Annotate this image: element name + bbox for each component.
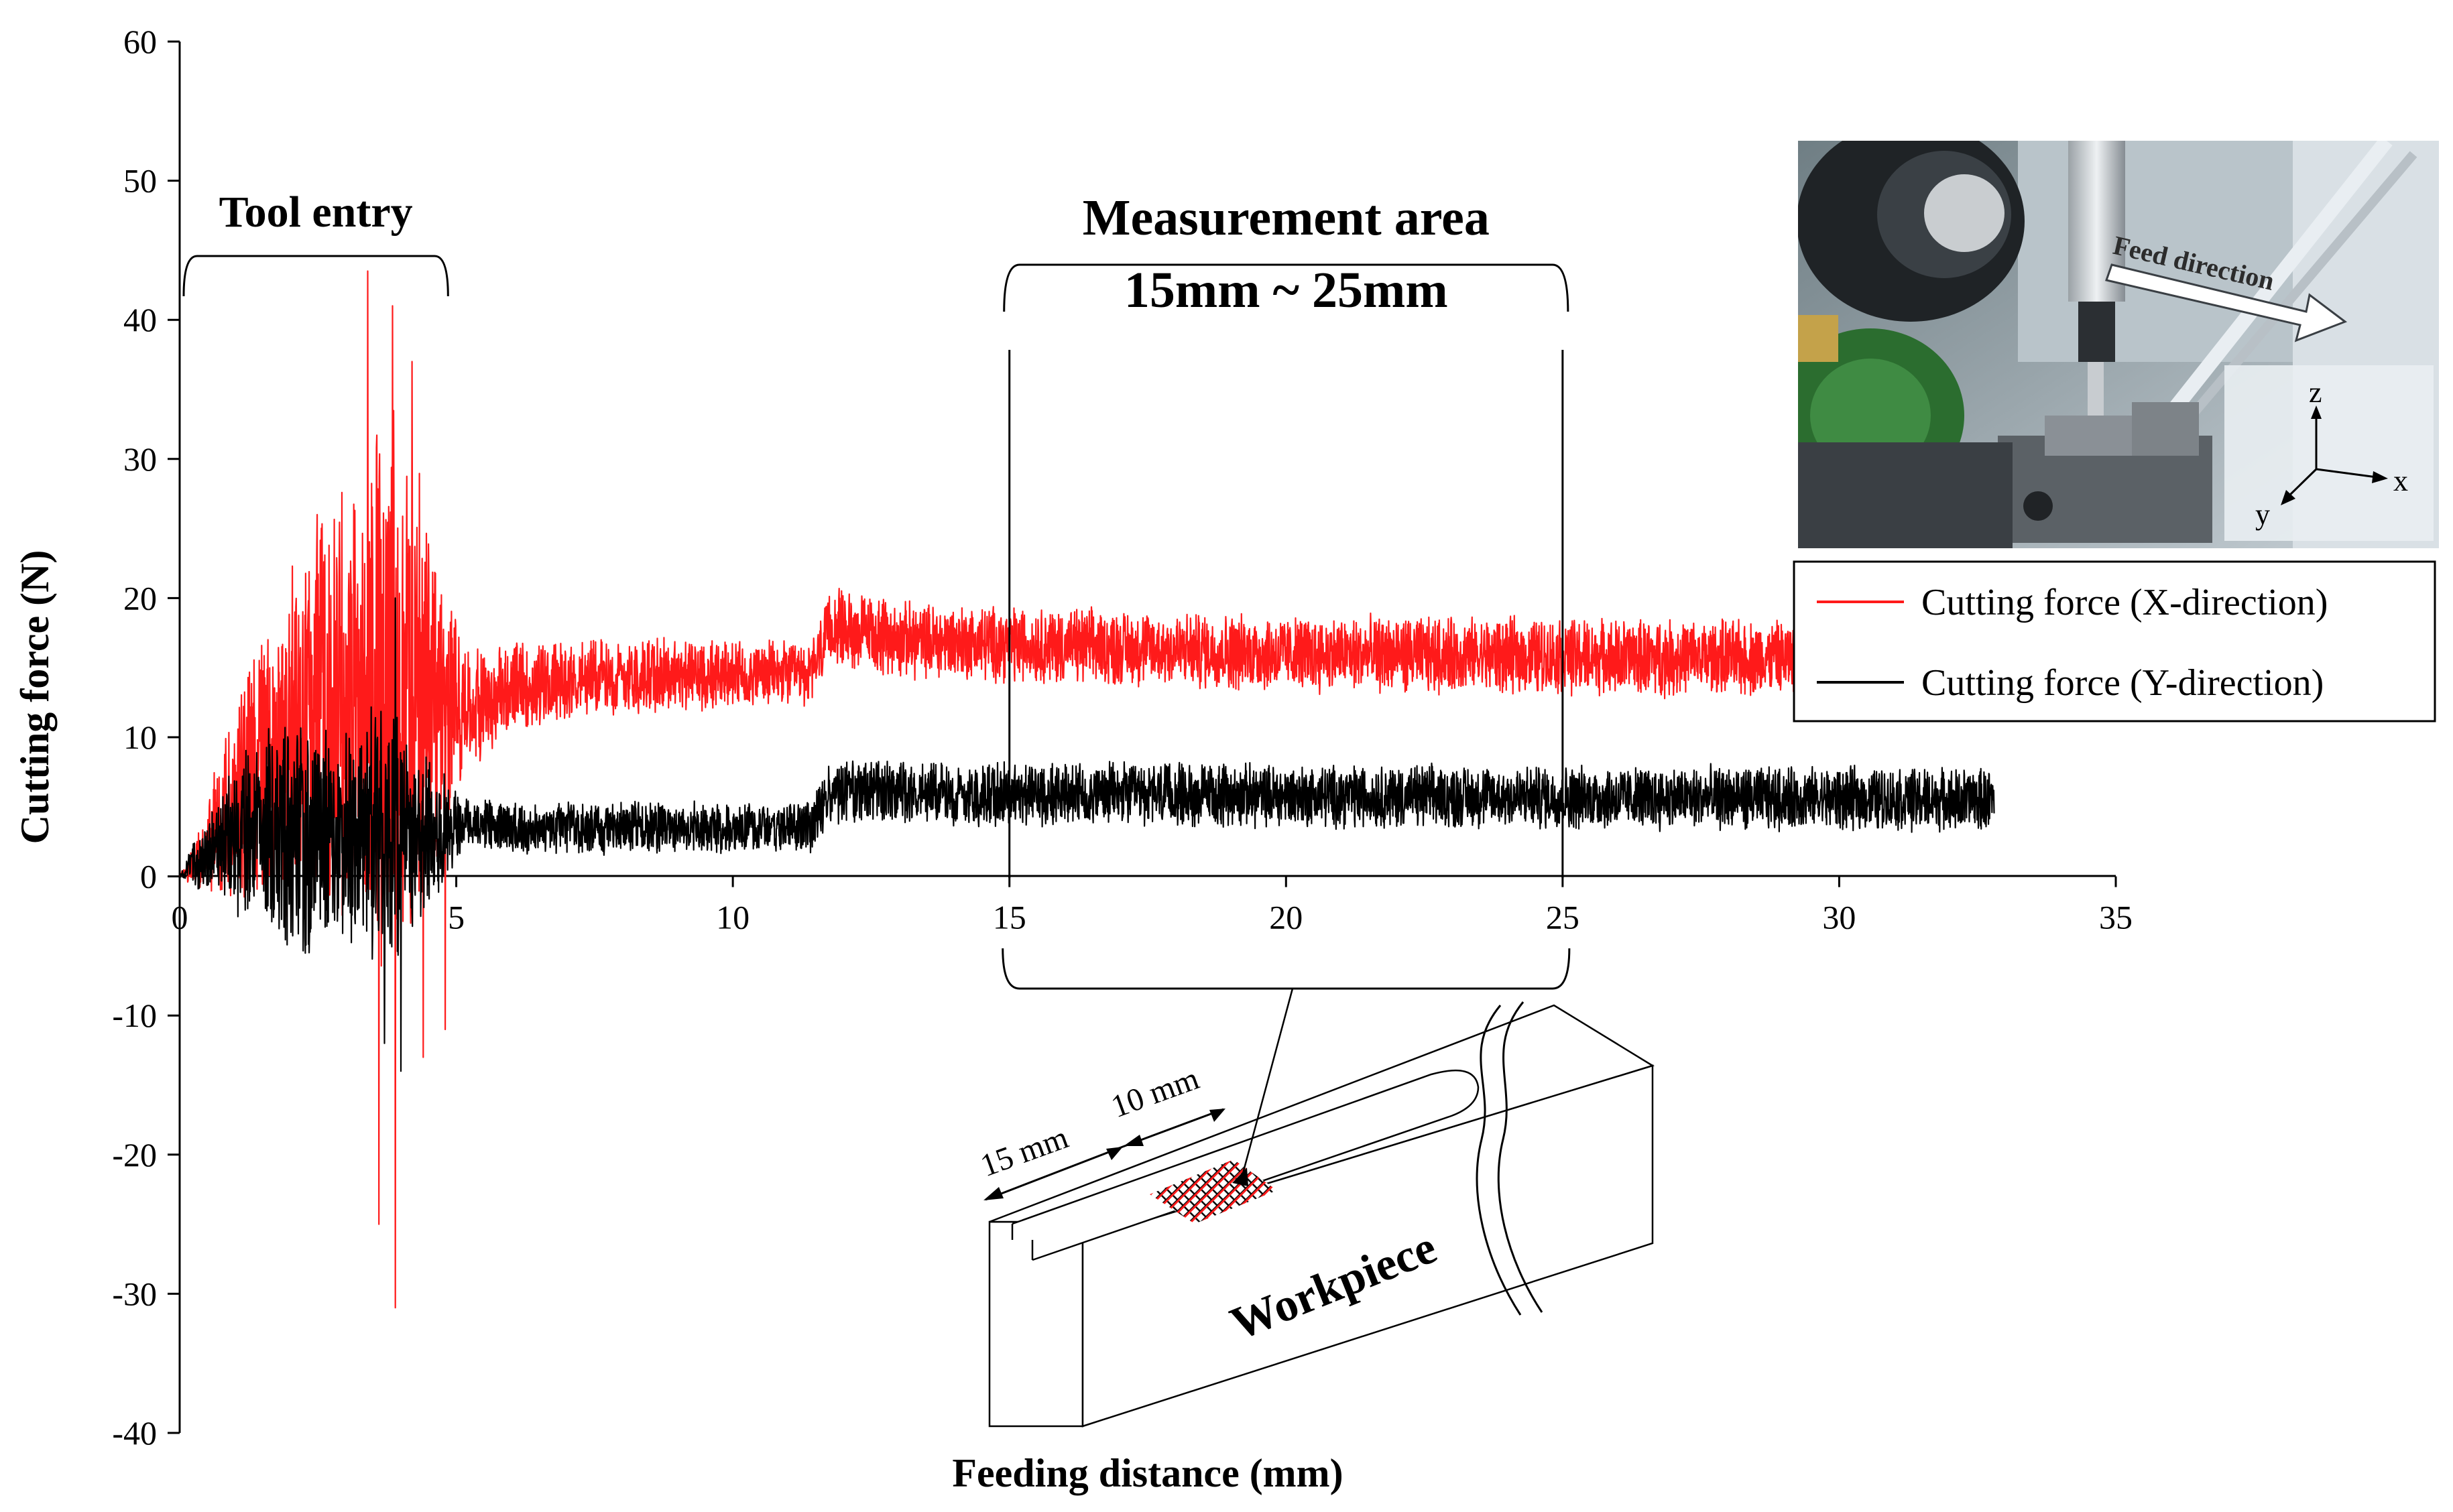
legend: Cutting force (X-direction) Cutting forc… — [1793, 560, 2436, 722]
y-tick-label: 50 — [123, 162, 157, 200]
dimension-10mm-label: 10 mm — [1107, 1060, 1204, 1125]
axis-x-label: x — [2393, 464, 2408, 497]
workpiece-drawing — [983, 988, 1655, 1428]
y-tick-label: 60 — [123, 23, 157, 60]
x-tick-label: 5 — [448, 899, 465, 936]
x-tick-label: 35 — [2099, 899, 2133, 936]
x-tick-label: 25 — [1546, 899, 1579, 936]
y-tick-label: -40 — [112, 1414, 157, 1452]
axis-y-label: y — [2255, 498, 2270, 531]
y-tick-label: -20 — [112, 1136, 157, 1174]
legend-box — [1793, 560, 2436, 722]
y-tick-label: 10 — [123, 718, 157, 756]
y-tick-label: -30 — [112, 1275, 157, 1312]
tool-entry-bracket — [182, 255, 449, 297]
series-line-y-direction — [179, 597, 1995, 1072]
feed-direction-arrow — [2105, 263, 2348, 342]
dimension-15mm-label: 15 mm — [976, 1119, 1073, 1184]
legend-label-x-direction: Cutting force (X-direction) — [1921, 582, 2328, 623]
workpiece-break-line — [1476, 1005, 1522, 1316]
x-tick-label: 0 — [172, 899, 188, 936]
coordinate-axes-icon — [2281, 405, 2388, 505]
measurement-area-label: Measurement area — [1083, 190, 1490, 246]
leader-line — [1240, 988, 1294, 1179]
tool-entry-annotation: Tool entry — [182, 188, 449, 297]
x-tick-label: 15 — [993, 899, 1026, 936]
axis-z-label: z — [2309, 376, 2322, 409]
x-tick-label: 10 — [716, 899, 750, 936]
y-tick-label: 20 — [123, 579, 157, 617]
x-ticks: 0 5 10 15 20 25 30 35 — [172, 876, 2133, 936]
y-tick-label: 30 — [123, 440, 157, 478]
y-ticks: 60 50 40 30 20 10 0 -10 -20 -30 -40 — [112, 23, 180, 1452]
x-tick-label: 20 — [1269, 899, 1303, 936]
measurement-bracket-top — [1003, 263, 1569, 312]
machining-setup-photo: Feed direction z x y — [1798, 141, 2439, 548]
legend-label-y-direction: Cutting force (Y-direction) — [1921, 662, 2324, 704]
y-tick-label: 0 — [140, 858, 157, 895]
series-line-x-direction — [179, 270, 1995, 1309]
workpiece-break-line-2 — [1497, 1001, 1543, 1313]
y-tick-label: -10 — [112, 997, 157, 1034]
measurement-bracket-bottom — [1002, 948, 1571, 990]
leader-arrowhead — [1232, 1168, 1248, 1186]
y-tick-label: 40 — [123, 301, 157, 338]
series-layer — [179, 270, 1995, 1309]
measurement-range-label: 15mm ~ 25mm — [1124, 262, 1448, 318]
x-axis-title: Feeding distance (mm) — [952, 1451, 1343, 1495]
measurement-area-annotation: Measurement area 15mm ~ 25mm — [1002, 190, 1571, 990]
dimension-arrows — [983, 1108, 1225, 1201]
y-axis-title: Cutting force (N) — [13, 550, 57, 844]
tool-entry-label: Tool entry — [219, 188, 413, 237]
x-tick-label: 30 — [1822, 899, 1856, 936]
